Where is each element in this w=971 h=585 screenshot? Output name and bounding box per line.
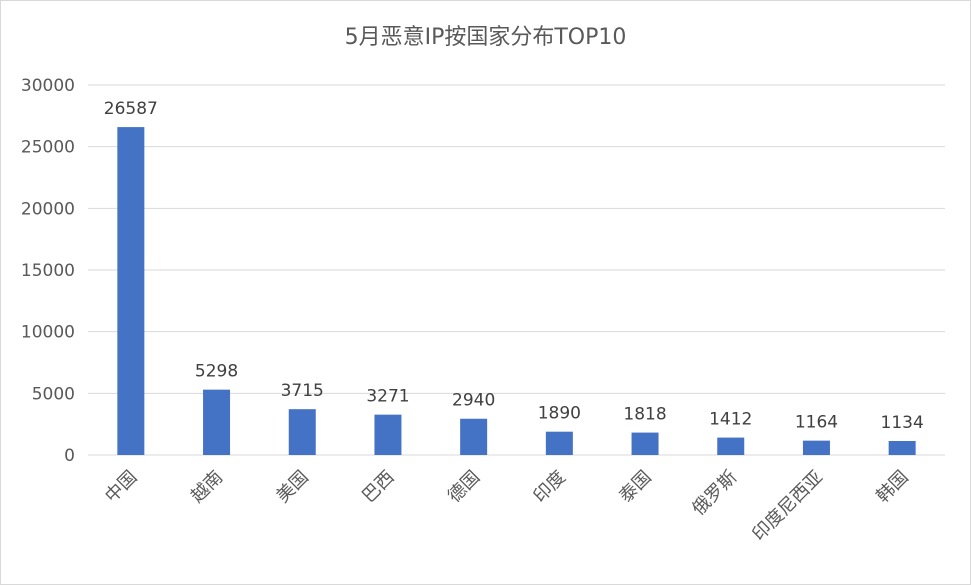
y-tick-label: 0 xyxy=(64,446,75,466)
bar xyxy=(545,431,573,455)
chart-title: 5月恶意IP按国家分布TOP10 xyxy=(344,25,627,50)
bar xyxy=(288,409,316,455)
x-tick-label: 泰国 xyxy=(615,467,655,507)
data-label: 1818 xyxy=(623,405,666,425)
x-tick-label: 印度 xyxy=(530,467,570,507)
y-tick-label: 20000 xyxy=(21,199,75,219)
bar xyxy=(888,441,916,455)
data-label: 26587 xyxy=(104,99,158,119)
y-tick-label: 10000 xyxy=(21,323,75,343)
bar xyxy=(631,432,659,455)
data-label: 3715 xyxy=(281,381,324,401)
x-tick-label: 印度尼西亚 xyxy=(748,467,826,545)
bar xyxy=(802,440,830,455)
x-tick-label: 中国 xyxy=(101,467,141,507)
x-tick-label: 韩国 xyxy=(872,467,912,507)
bar xyxy=(374,414,402,455)
bar xyxy=(717,437,745,455)
data-label: 1412 xyxy=(709,410,752,430)
x-tick-label: 越南 xyxy=(187,467,227,507)
data-label: 1134 xyxy=(881,413,924,433)
x-tick-label: 俄罗斯 xyxy=(688,467,741,520)
y-tick-label: 30000 xyxy=(21,76,75,96)
y-tick-label: 15000 xyxy=(21,261,75,281)
data-label: 2940 xyxy=(452,391,495,411)
y-tick-label: 5000 xyxy=(32,384,75,404)
x-tick-label: 美国 xyxy=(272,467,312,507)
x-tick-label: 巴西 xyxy=(358,467,398,507)
bar xyxy=(117,127,145,456)
bar xyxy=(460,418,488,455)
data-label: 1164 xyxy=(795,413,838,433)
bar xyxy=(203,389,231,455)
x-tick-label: 德国 xyxy=(444,467,484,507)
data-label: 3271 xyxy=(366,387,409,407)
data-label: 1890 xyxy=(538,404,581,424)
data-label: 5298 xyxy=(195,362,238,382)
y-tick-label: 25000 xyxy=(21,138,75,158)
